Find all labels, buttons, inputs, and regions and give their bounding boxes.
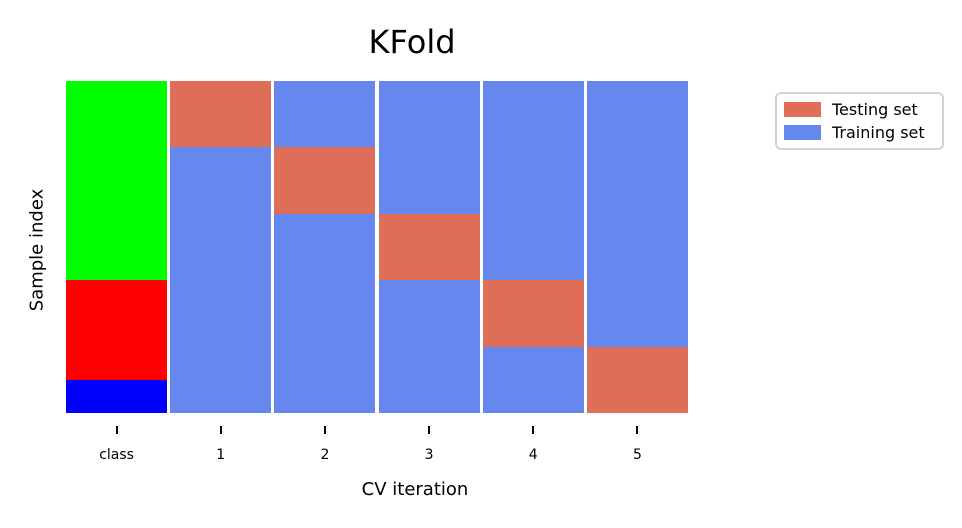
column-4 <box>482 81 584 413</box>
class-group-green <box>66 81 168 281</box>
training-set-swatch <box>784 125 821 140</box>
testing-fold-5 <box>586 346 688 413</box>
testing-set-swatch <box>784 102 821 117</box>
testing-fold-1 <box>170 81 272 148</box>
chart-title: KFold <box>368 23 456 61</box>
legend-label-testing: Testing set <box>832 100 918 119</box>
legend-label-training: Training set <box>832 123 925 142</box>
training-fold-2-lower <box>274 213 376 413</box>
x-tick-label-4: 4 <box>528 447 538 463</box>
x-tick-4 <box>532 426 535 434</box>
x-tick-2 <box>323 426 326 434</box>
y-axis-label: Sample index <box>26 188 48 312</box>
testing-fold-2 <box>274 147 376 214</box>
training-fold-2-upper <box>274 81 376 148</box>
column-1 <box>170 81 272 413</box>
legend-row-testing: Testing set <box>784 100 936 119</box>
x-tick-1 <box>219 426 222 434</box>
training-fold-1 <box>170 147 272 413</box>
x-tick-5 <box>636 426 639 434</box>
legend-row-training: Training set <box>784 123 936 142</box>
training-fold-3-upper <box>378 81 480 214</box>
training-fold-5 <box>586 81 688 347</box>
class-group-blue <box>66 379 168 413</box>
x-tick-label-3: 3 <box>424 447 434 463</box>
legend: Testing set Training set <box>775 92 944 150</box>
training-fold-4-lower <box>482 346 584 413</box>
x-tick-class <box>115 426 118 434</box>
column-2 <box>274 81 376 413</box>
x-axis-label: CV iteration <box>361 479 469 500</box>
column-3 <box>378 81 480 413</box>
x-tick-label-1: 1 <box>216 447 226 463</box>
x-tick-3 <box>428 426 431 434</box>
training-fold-4-upper <box>482 81 584 281</box>
training-fold-3-lower <box>378 280 480 413</box>
class-group-red <box>66 280 168 380</box>
x-tick-label-class: class <box>99 447 134 463</box>
column-class <box>66 81 168 413</box>
testing-fold-3 <box>378 213 480 281</box>
column-5 <box>586 81 688 413</box>
x-tick-label-2: 2 <box>320 447 330 463</box>
x-tick-label-5: 5 <box>632 447 642 463</box>
testing-fold-4 <box>482 280 584 347</box>
